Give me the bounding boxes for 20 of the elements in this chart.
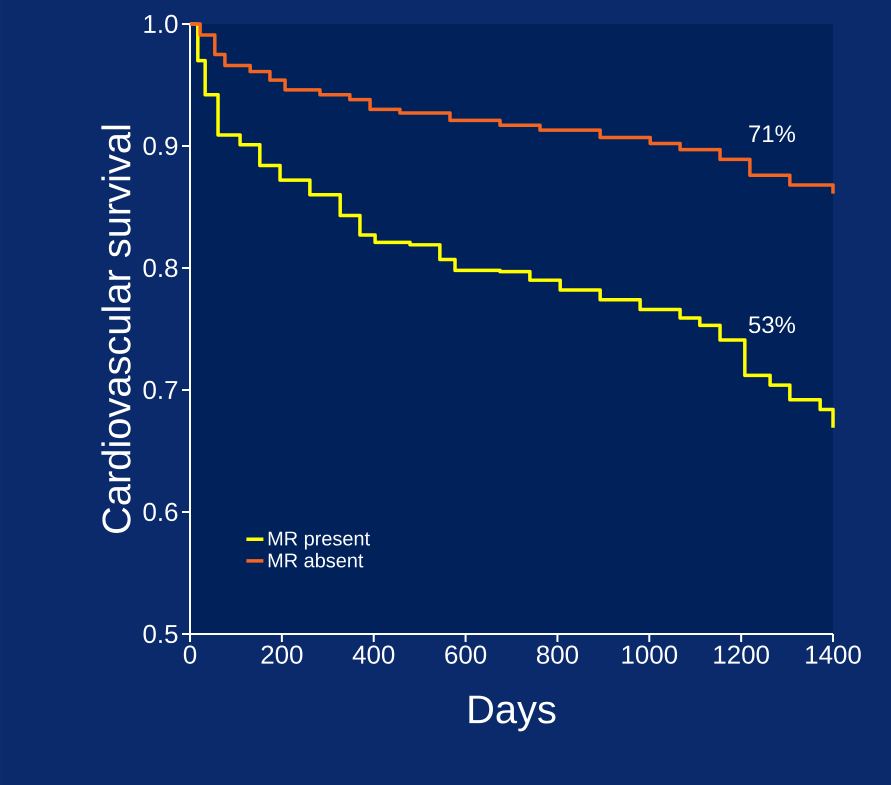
annotation: 71% — [749, 125, 795, 142]
x-tick-label: 1000 — [622, 646, 678, 664]
x-tick-label: 600 — [445, 646, 486, 664]
legend-label: MR present — [268, 532, 370, 550]
y-tick-label: 0.7 — [143, 380, 178, 400]
x-tick-label: 1400 — [806, 646, 861, 664]
x-tick-label: 1200 — [714, 646, 769, 664]
x-tick-label: 0 — [184, 646, 196, 664]
legend-label: MR absent — [268, 552, 364, 568]
x-axis-title: Days — [469, 696, 556, 732]
y-tick-label: 0.6 — [143, 502, 178, 522]
y-tick-label: 0.9 — [143, 136, 178, 156]
x-tick-label: 200 — [262, 646, 302, 664]
x-tick-label: 400 — [352, 646, 394, 664]
x-tick-label: 800 — [536, 646, 578, 664]
y-tick-label: 1.0 — [144, 14, 178, 34]
annotation: 53% — [748, 316, 795, 334]
y-axis-title: Cardiovascular survival — [101, 126, 131, 533]
y-tick-label: 0.8 — [143, 258, 178, 278]
y-tick-label: 0.5 — [143, 624, 178, 644]
